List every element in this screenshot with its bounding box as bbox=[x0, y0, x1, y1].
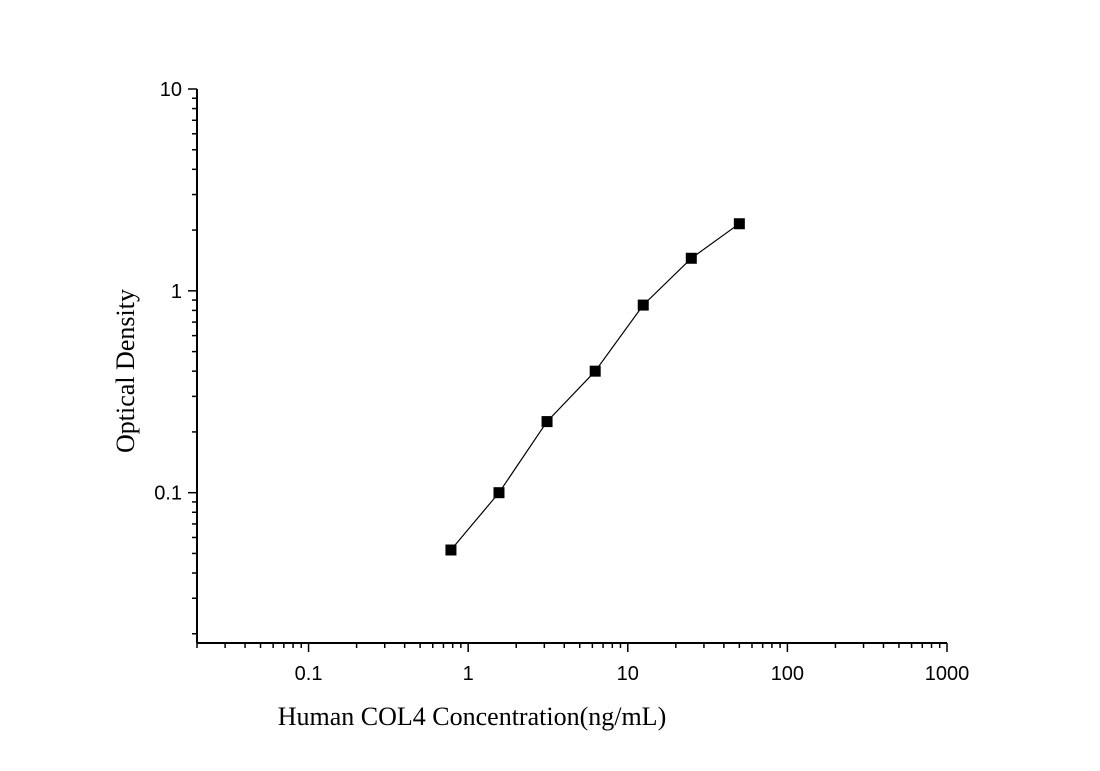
y-ticks bbox=[188, 88, 197, 635]
y-tick-label: 0.1 bbox=[154, 483, 182, 505]
y-tick-label: 1 bbox=[171, 281, 182, 303]
x-tick-label: 100 bbox=[771, 663, 804, 685]
data-point bbox=[733, 218, 745, 230]
x-tick-label: 1 bbox=[463, 663, 474, 685]
y-tick-labels: 0.1 1 10 bbox=[154, 79, 182, 505]
data-point bbox=[589, 365, 601, 377]
series-line bbox=[450, 223, 740, 551]
data-point bbox=[685, 252, 697, 264]
data-point bbox=[445, 544, 457, 556]
axes bbox=[196, 89, 947, 644]
y-axis-title: Optical Density bbox=[111, 289, 140, 453]
x-tick-label: 0.1 bbox=[295, 663, 323, 685]
data-point bbox=[493, 487, 505, 499]
y-tick-label: 10 bbox=[160, 79, 182, 101]
data-point bbox=[637, 299, 649, 311]
x-tick-labels: 0.1 1 10 100 1000 bbox=[295, 663, 970, 685]
x-tick-label: 10 bbox=[617, 663, 639, 685]
x-axis-title: Human COL4 Concentration(ng/mL) bbox=[278, 702, 666, 731]
data-point bbox=[541, 416, 553, 428]
x-tick-label: 1000 bbox=[925, 663, 970, 685]
series bbox=[445, 218, 745, 556]
x-ticks bbox=[196, 643, 948, 652]
